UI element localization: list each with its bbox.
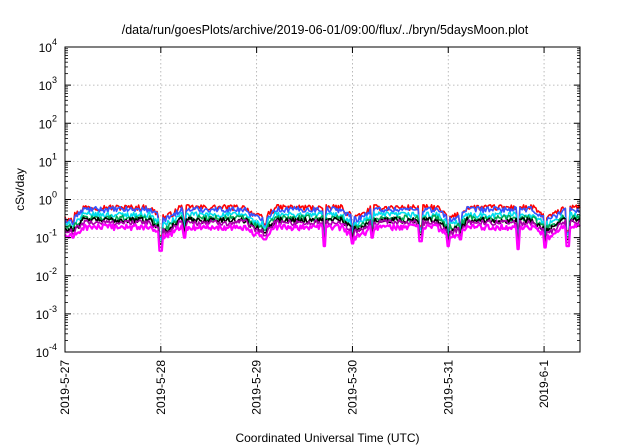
y-tick-label: 102 [39,113,57,131]
y-tick-label: 10-3 [36,304,57,322]
series-line [64,216,581,245]
ticks: 10-4 10-3 10-2 10-1 100 101 102 103 104 2019-5-27… [36,37,580,415]
series-line [64,219,581,248]
y-tick-label: 103 [39,75,57,93]
x-tick-label: 2019-5-27 [58,360,72,415]
x-tick-label: 2019-5-31 [441,360,455,415]
chart-title: /data/run/goesPlots/archive/2019-06-01/0… [122,23,529,37]
x-tick-label: 2019-6-1 [537,360,551,408]
y-tick-label: 100 [39,190,57,208]
x-axis-label: Coordinated Universal Time (UTC) [235,431,419,445]
grid [65,47,580,352]
y-tick-label: 10-1 [36,228,57,246]
x-tick-label: 2019-5-29 [250,360,264,415]
x-tick-label: 2019-5-30 [345,360,359,415]
y-tick-label: 104 [39,37,57,55]
y-tick-label: 10-4 [36,342,57,360]
series-line [64,223,581,252]
y-axis-label: cSv/day [13,168,27,211]
x-tick-label: 2019-5-28 [154,360,168,415]
series-layer [64,204,581,252]
y-tick-label: 10-2 [36,266,57,284]
y-tick-label: 101 [39,151,57,169]
series-line [64,205,581,239]
